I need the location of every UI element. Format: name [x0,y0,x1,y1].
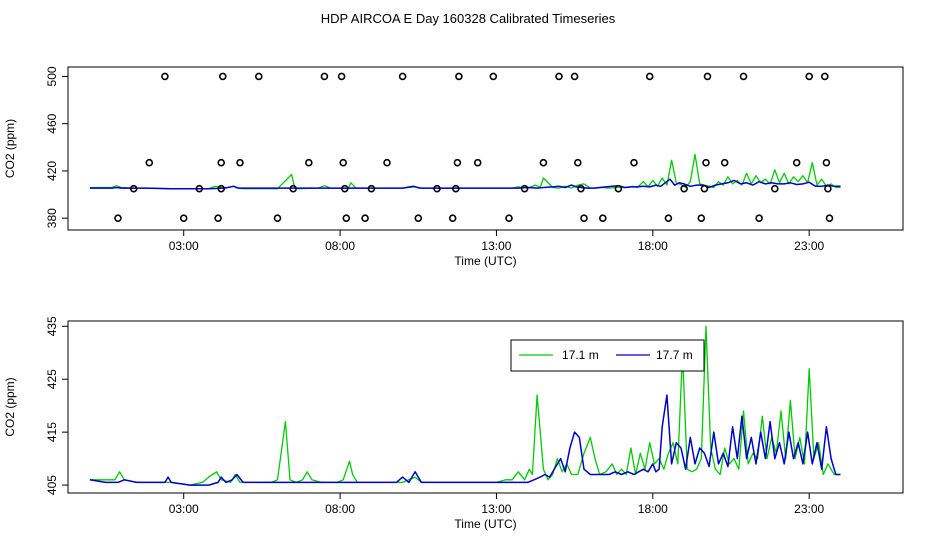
calibration-point [217,184,225,193]
series-line-1 [89,394,841,486]
calibration-point [320,72,329,81]
calibration-point [195,184,204,193]
x-tick-label: 13:00 [481,502,511,516]
series-line-1 [89,178,841,190]
calibration-point [383,158,391,167]
y-tick-label: 380 [45,208,59,228]
x-tick-label: 13:00 [481,239,511,253]
calibration-point [822,158,831,167]
calibration-point [453,158,462,167]
calibration-point [129,184,138,193]
y-tick-label: 420 [45,161,59,181]
calibration-point [145,158,154,167]
calibration-point [614,184,623,193]
calibration-point [398,72,407,81]
x-tick-label: 03:00 [169,239,199,253]
calibration-point [770,184,779,193]
calibration-point [700,184,709,193]
calibration-point [161,72,169,81]
calibration-point [805,72,814,81]
calibration-point [824,184,832,193]
calibration-point [473,158,482,167]
y-tick-label: 415 [45,422,59,442]
x-tick-label: 23:00 [794,239,824,253]
calibration-point [304,158,313,167]
calibration-point [448,214,457,222]
y-axis-title: CO2 (ppm) [3,377,17,436]
y-tick-label: 435 [45,316,59,336]
calibration-point [630,158,638,167]
calibration-point [433,184,441,193]
calibration-point [489,72,498,81]
calibration-point [505,214,513,222]
calibration-point [340,184,349,193]
calibration-point [573,158,582,167]
legend-label-series-1: 17.7 m [656,348,693,362]
calibration-point [820,72,829,81]
calibration-point [645,72,654,81]
y-tick-label: 500 [45,66,59,86]
x-axis-title: Time (UTC) [454,517,516,531]
calibration-point [720,158,729,167]
x-tick-label: 18:00 [638,502,668,516]
calibration-point [680,184,688,193]
calibration-point [792,158,801,167]
calibration-point [289,184,298,193]
calibration-point [254,72,263,81]
calibration-point [664,214,673,222]
calibration-point [236,158,244,167]
calibration-point [697,214,706,222]
calibration-point [339,158,348,167]
calibration-point [825,214,834,222]
panel-co2-heights: 03:00 08:00 13:00 18:00 23:00 405 415 425 435 Tim… [3,316,904,531]
figure-title: HDP AIRCOA E Day 160328 Calibrated Times… [321,11,616,26]
x-tick-label: 23:00 [794,502,824,516]
calibration-point [702,158,710,167]
y-tick-label: 425 [45,369,59,389]
panel-calibrated-co2: 03:00 08:00 13:00 18:00 23:00 380 420 460 500 Tim… [3,66,904,268]
x-tick-label: 08:00 [325,502,355,516]
calibration-point [755,214,763,222]
legend: 17.1 m 17.7 m [510,339,705,372]
calibration-point [451,184,460,193]
calibration-point [598,214,607,222]
y-tick-label: 460 [45,113,59,133]
legend-label-series-0: 17.1 m [562,348,599,362]
calibration-point [219,72,227,81]
x-tick-label: 03:00 [169,502,199,516]
x-axis-title: Time (UTC) [454,254,516,268]
calibration-point [570,72,579,81]
calibration-point [337,72,346,81]
calibration-point [367,184,376,193]
x-tick-label: 08:00 [325,239,355,253]
plot-frame [67,66,904,231]
calibration-point [520,184,529,193]
calibration-point [577,184,585,193]
calibration-point [539,158,548,167]
x-tick-label: 18:00 [638,239,668,253]
calibration-point [739,72,748,81]
y-axis-title: CO2 (ppm) [3,119,17,178]
series-line-0 [89,153,841,190]
calibration-point [114,214,122,222]
plot-frame [67,320,904,494]
calibration-point [273,214,282,222]
calibration-point [179,214,188,222]
calibration-point [342,214,351,222]
y-tick-label: 405 [45,475,59,495]
calibration-point [214,214,222,222]
calibration-point [217,158,225,167]
calibration-point [414,214,423,222]
calibration-point [703,72,712,81]
calibration-point [580,214,588,222]
calibration-point [455,72,463,81]
calibration-point [361,214,369,222]
calibration-point [555,72,563,81]
